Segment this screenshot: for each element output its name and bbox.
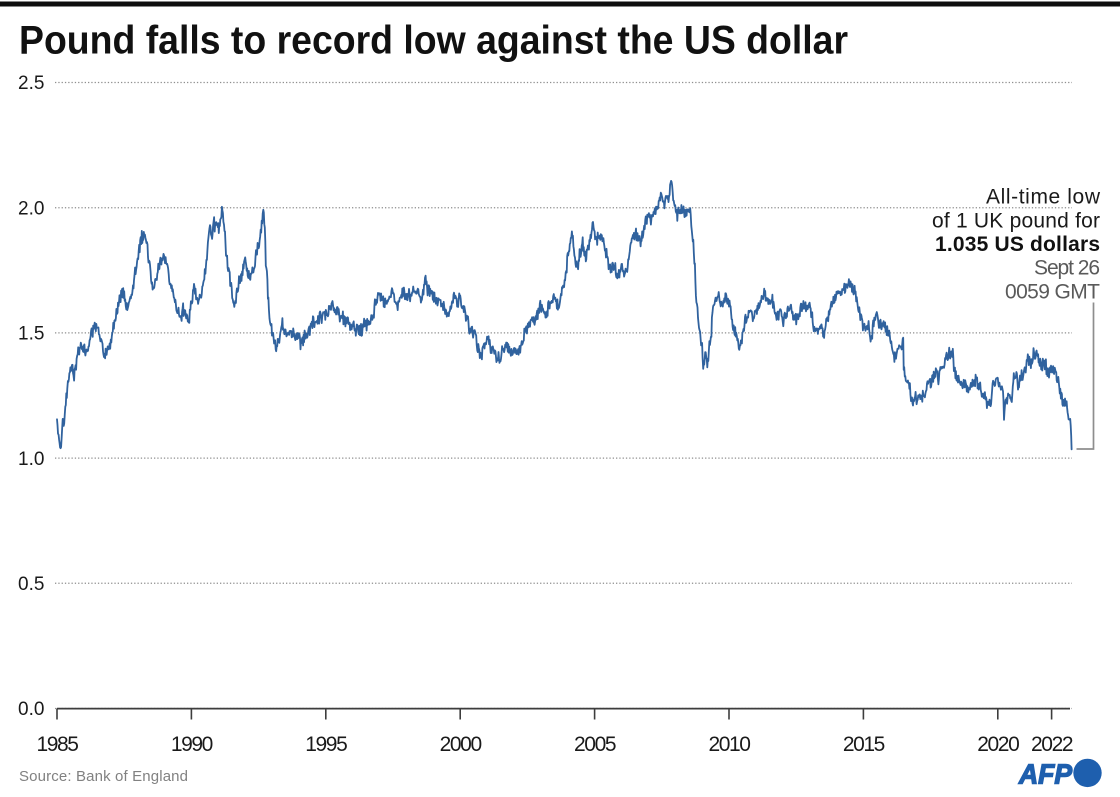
svg-text:2020: 2020 [977,733,1019,756]
svg-text:1990: 1990 [171,733,213,756]
svg-text:0059 GMT: 0059 GMT [1005,280,1100,303]
svg-text:2010: 2010 [708,733,750,756]
svg-text:1.035 US dollars: 1.035 US dollars [935,233,1100,256]
svg-text:2005: 2005 [574,733,616,756]
svg-text:2015: 2015 [843,733,885,756]
svg-text:of 1 UK pound for: of 1 UK pound for [932,209,1100,232]
svg-text:Sept 26: Sept 26 [1034,257,1100,280]
svg-text:0.5: 0.5 [18,574,44,595]
svg-text:1.5: 1.5 [18,324,44,345]
svg-text:2.0: 2.0 [18,198,44,219]
svg-text:2.5: 2.5 [18,73,44,94]
svg-text:1995: 1995 [305,733,347,756]
svg-text:Source: Bank of England: Source: Bank of England [19,768,188,785]
svg-text:0.0: 0.0 [18,699,44,720]
svg-text:2000: 2000 [440,733,482,756]
svg-text:AFP: AFP [1018,759,1072,790]
svg-text:2022: 2022 [1031,733,1073,756]
svg-text:Pound falls to record low agai: Pound falls to record low against the US… [19,19,848,63]
svg-text:All-time low: All-time low [986,186,1101,209]
svg-text:1985: 1985 [36,733,78,756]
svg-text:1.0: 1.0 [18,449,44,470]
